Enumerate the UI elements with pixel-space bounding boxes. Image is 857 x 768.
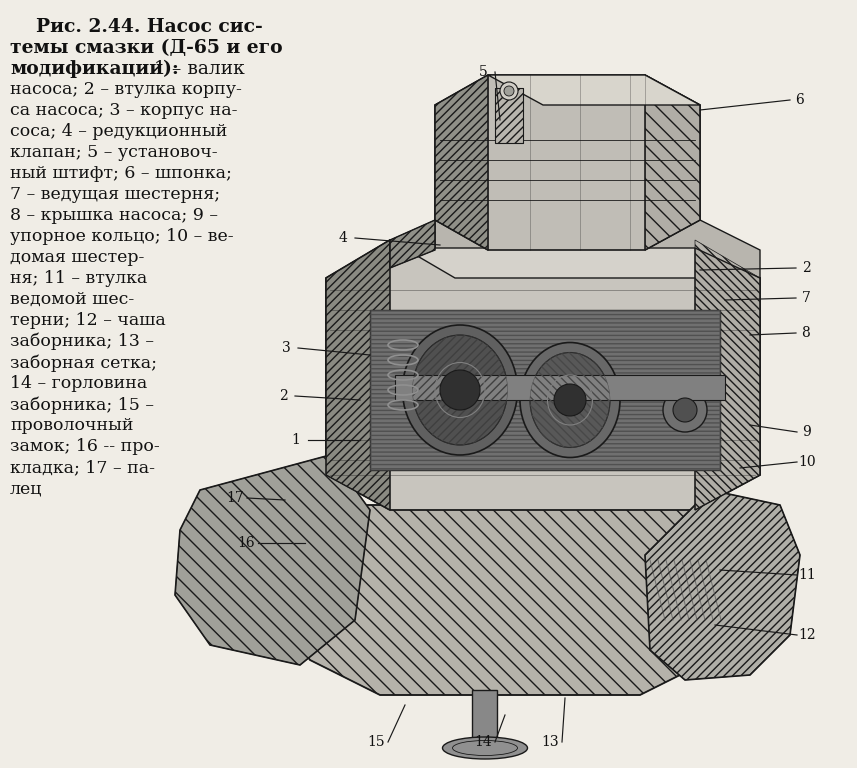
Polygon shape xyxy=(275,505,750,695)
Ellipse shape xyxy=(412,335,507,445)
Text: заборная сетка;: заборная сетка; xyxy=(10,354,157,372)
Bar xyxy=(472,690,497,745)
Text: заборника; 15 –: заборника; 15 – xyxy=(10,396,154,413)
Text: замок; 16 -- про-: замок; 16 -- про- xyxy=(10,438,159,455)
Polygon shape xyxy=(488,75,700,105)
Text: 3: 3 xyxy=(282,341,291,355)
Text: 1: 1 xyxy=(291,433,301,447)
Polygon shape xyxy=(326,240,760,510)
Text: терни; 12 – чаша: терни; 12 – чаша xyxy=(10,312,165,329)
Polygon shape xyxy=(390,220,435,268)
Text: са насоса; 3 – корпус на-: са насоса; 3 – корпус на- xyxy=(10,102,237,119)
Bar xyxy=(495,88,523,143)
Text: проволочный: проволочный xyxy=(10,417,134,434)
Text: 14: 14 xyxy=(474,735,492,749)
Text: 8: 8 xyxy=(801,326,811,340)
Text: насоса; 2 – втулка корпу-: насоса; 2 – втулка корпу- xyxy=(10,81,242,98)
Text: 6: 6 xyxy=(795,93,805,107)
Text: 2: 2 xyxy=(279,389,287,403)
Text: Рис. 2.44. Насос сис-: Рис. 2.44. Насос сис- xyxy=(10,18,263,36)
Text: 16: 16 xyxy=(237,536,255,550)
Circle shape xyxy=(663,388,707,432)
Text: 8 – крышка насоса; 9 –: 8 – крышка насоса; 9 – xyxy=(10,207,218,224)
Ellipse shape xyxy=(403,325,518,455)
Text: 1 – валик: 1 – валик xyxy=(148,60,245,78)
Ellipse shape xyxy=(520,343,620,458)
Circle shape xyxy=(673,398,697,422)
Ellipse shape xyxy=(530,353,610,448)
Text: 7: 7 xyxy=(801,291,811,305)
Text: кладка; 17 – па-: кладка; 17 – па- xyxy=(10,459,155,476)
Ellipse shape xyxy=(442,737,528,759)
Text: упорное кольцо; 10 – ве-: упорное кольцо; 10 – ве- xyxy=(10,228,234,245)
Polygon shape xyxy=(645,75,700,250)
Circle shape xyxy=(440,370,480,410)
Text: 10: 10 xyxy=(798,455,816,469)
Polygon shape xyxy=(326,240,390,510)
Bar xyxy=(370,310,720,470)
Polygon shape xyxy=(435,220,760,278)
Text: 15: 15 xyxy=(367,735,385,749)
Text: 5: 5 xyxy=(478,65,488,79)
Text: соса; 4 – редукционный: соса; 4 – редукционный xyxy=(10,123,227,140)
Polygon shape xyxy=(645,490,800,680)
Text: 2: 2 xyxy=(801,261,811,275)
Circle shape xyxy=(500,82,518,100)
Text: заборника; 13 –: заборника; 13 – xyxy=(10,333,154,350)
Bar xyxy=(495,88,523,143)
Text: модификации):: модификации): xyxy=(10,60,179,78)
Polygon shape xyxy=(695,240,760,510)
Text: домая шестер-: домая шестер- xyxy=(10,249,144,266)
Bar xyxy=(370,310,720,470)
Text: ня; 11 – втулка: ня; 11 – втулка xyxy=(10,270,147,287)
Text: 9: 9 xyxy=(803,425,812,439)
Text: темы смазки (Д-65 и его: темы смазки (Д-65 и его xyxy=(10,39,283,57)
Text: 17: 17 xyxy=(226,491,244,505)
Text: ведомой шес-: ведомой шес- xyxy=(10,291,135,308)
Polygon shape xyxy=(435,75,700,250)
Circle shape xyxy=(554,384,586,416)
Text: 13: 13 xyxy=(541,735,559,749)
Text: клапан; 5 – установоч-: клапан; 5 – установоч- xyxy=(10,144,218,161)
Polygon shape xyxy=(435,75,488,250)
Polygon shape xyxy=(390,240,760,278)
Bar xyxy=(395,375,725,400)
Polygon shape xyxy=(175,455,370,665)
Text: лец: лец xyxy=(10,480,42,497)
Text: ный штифт; 6 – шпонка;: ный штифт; 6 – шпонка; xyxy=(10,165,232,182)
Text: 12: 12 xyxy=(798,628,816,642)
Circle shape xyxy=(504,86,514,96)
Text: 14 – горловина: 14 – горловина xyxy=(10,375,147,392)
Text: 4: 4 xyxy=(339,231,347,245)
Text: 7 – ведущая шестерня;: 7 – ведущая шестерня; xyxy=(10,186,220,203)
Text: 11: 11 xyxy=(798,568,816,582)
